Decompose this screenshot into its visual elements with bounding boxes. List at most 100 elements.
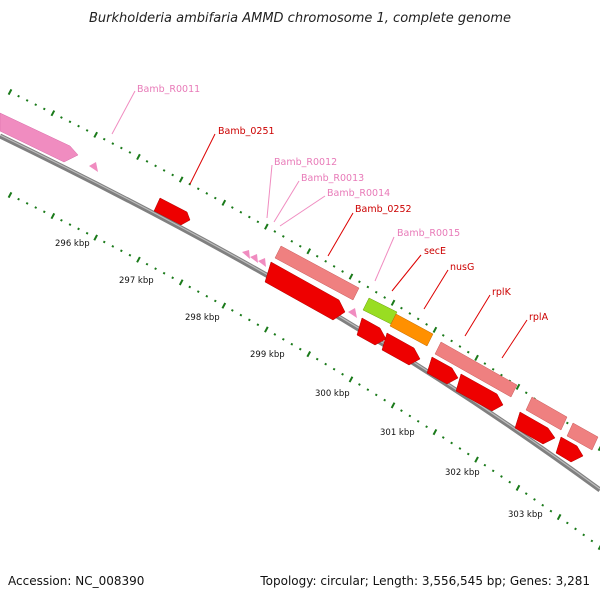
label-rplA: rplA	[529, 312, 549, 323]
outer-ring-minor-tick	[298, 244, 302, 248]
callout-line-Bamb_0251	[189, 133, 216, 185]
feature-red-long[interactable]	[264, 261, 346, 321]
callout-line-Bamb_R0011	[111, 90, 136, 135]
outer-ring-minor-tick	[102, 137, 106, 141]
inner-ring-minor-tick	[162, 271, 166, 275]
inner-tick-ring	[7, 191, 600, 551]
outer-ring-minor-tick	[441, 334, 445, 337]
inner-ring-minor-tick	[213, 299, 217, 303]
inner-ring-minor-tick	[441, 436, 445, 439]
outer-ring-minor-tick	[60, 116, 63, 119]
inner-ring-minor-tick	[541, 503, 545, 507]
label-Bamb_R0013: Bamb_R0013	[301, 173, 364, 184]
callout-line-Bamb_0252	[327, 212, 354, 257]
outer-ring-major-tick	[306, 248, 312, 255]
inner-ring-minor-tick	[450, 441, 453, 445]
feature-red-7[interactable]	[555, 436, 584, 463]
outer-ring-major-tick	[597, 444, 600, 452]
outer-ring-minor-tick	[213, 196, 217, 200]
outer-ring-minor-tick	[25, 99, 29, 102]
outer-ring-minor-tick	[565, 421, 569, 425]
outer-ring-minor-tick	[256, 220, 260, 224]
feature-Bamb_R0012[interactable]	[242, 250, 250, 259]
feature-red-6[interactable]	[514, 411, 556, 445]
inner-ring-major-tick	[474, 456, 479, 463]
outer-ring-minor-tick	[366, 285, 370, 289]
scale-label-302: 302 kbp	[445, 468, 480, 478]
feature-rplA[interactable]	[525, 396, 568, 431]
outer-ring-minor-tick	[290, 239, 294, 243]
inner-ring-minor-tick	[111, 245, 115, 248]
scale-label-303: 303 kbp	[508, 510, 543, 520]
inner-ring-major-tick	[556, 513, 562, 521]
inner-ring-major-tick	[50, 212, 56, 220]
outer-ring-minor-tick	[196, 187, 200, 191]
outer-ring-minor-tick	[374, 290, 378, 294]
outer-ring-major-tick	[515, 383, 521, 390]
callout-line-rplK	[464, 294, 491, 337]
inner-ring-major-tick	[348, 376, 354, 383]
feature-rna-small-1[interactable]	[89, 162, 98, 172]
feature-red-3[interactable]	[381, 332, 421, 366]
inner-ring-minor-tick	[239, 313, 243, 317]
inner-ring-minor-tick	[315, 357, 319, 361]
feature-nusG[interactable]	[389, 313, 434, 347]
outer-ring-minor-tick	[408, 312, 412, 315]
label-nusG: nusG	[450, 262, 474, 273]
inner-ring-minor-tick	[500, 475, 503, 478]
outer-ring-major-tick	[264, 223, 269, 230]
callout-line-nusG	[423, 269, 449, 310]
inner-ring-minor-tick	[565, 521, 569, 525]
inner-ring-minor-tick	[524, 492, 528, 495]
outer-ring-minor-tick	[491, 367, 495, 371]
feature-Bamb_0251[interactable]	[153, 197, 191, 226]
feature-Bamb_R0011[interactable]	[0, 112, 79, 163]
outer-ring-minor-tick	[230, 206, 234, 209]
callout-line-Bamb_R0014	[279, 195, 326, 227]
outer-ring-minor-tick	[358, 280, 361, 284]
inner-ring-minor-tick	[154, 267, 157, 271]
feature-red-5[interactable]	[455, 373, 504, 412]
outer-ring-minor-tick	[128, 151, 132, 154]
inner-ring-minor-tick	[400, 409, 403, 412]
feature-rplK[interactable]	[434, 341, 518, 398]
inner-ring-major-tick	[264, 326, 269, 333]
feature-salmon-edge[interactable]	[566, 422, 599, 451]
feature-red-4[interactable]	[426, 356, 459, 385]
scale-label-300: 300 kbp	[315, 389, 350, 399]
outer-ring-major-tick	[50, 110, 56, 117]
outer-ring-major-tick	[93, 131, 98, 138]
callout-line-Bamb_R0013	[273, 180, 300, 223]
callout-line-Bamb_R0012	[266, 164, 273, 219]
label-callouts: Bamb_R0011 Bamb_0251 Bamb_R0012 Bamb_R00…	[111, 84, 549, 359]
feature-Bamb_0252[interactable]	[274, 245, 360, 301]
inner-ring-minor-tick	[68, 223, 72, 226]
outer-ring-minor-tick	[145, 160, 149, 163]
inner-ring-minor-tick	[483, 463, 487, 467]
feature-Bamb_R0014[interactable]	[258, 258, 266, 267]
inner-ring-minor-tick	[574, 527, 577, 531]
inner-ring-minor-tick	[582, 533, 586, 537]
feature-red-2[interactable]	[356, 317, 387, 346]
inner-ring-minor-tick	[298, 347, 302, 351]
inner-ring-minor-tick	[290, 342, 294, 346]
inner-ring-minor-tick	[466, 452, 470, 456]
outer-ring-minor-tick	[205, 192, 209, 195]
outer-ring-minor-tick	[34, 103, 38, 107]
outer-ring-minor-tick	[17, 94, 20, 98]
inner-ring-major-tick	[306, 351, 312, 358]
inner-ring-minor-tick	[590, 539, 594, 543]
inner-ring-major-tick	[7, 191, 13, 199]
outer-ring-minor-tick	[120, 146, 123, 150]
feature-Bamb_R0013[interactable]	[250, 254, 258, 263]
label-Bamb_R0012: Bamb_R0012	[274, 157, 337, 168]
feature-secE[interactable]	[362, 297, 398, 325]
outer-ring-major-tick	[178, 176, 184, 183]
label-secE: secE	[424, 246, 446, 257]
outer-ring-major-tick	[136, 153, 141, 161]
feature-Bamb_R0015[interactable]	[348, 308, 357, 318]
inner-ring-major-tick	[597, 543, 600, 551]
label-Bamb_R0014: Bamb_R0014	[327, 188, 390, 199]
inner-ring-minor-tick	[358, 383, 361, 386]
